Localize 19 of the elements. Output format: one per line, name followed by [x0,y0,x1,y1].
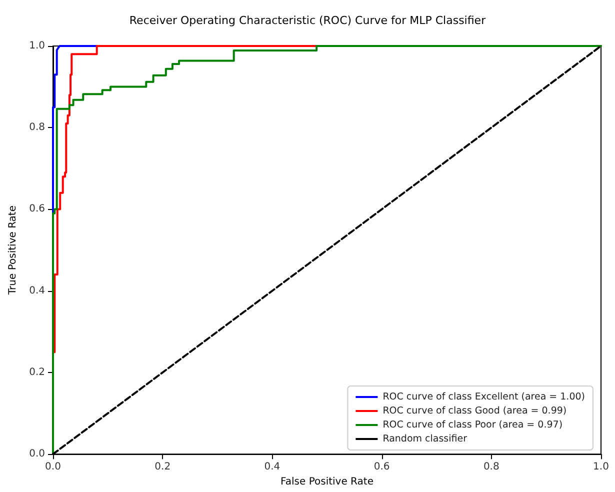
y-axis-title: True Positive Rate [8,206,19,296]
legend-label: Random classifier [382,434,468,444]
y-tick-label: 0.0 [29,448,45,460]
x-tick-label: 0.8 [483,462,500,473]
x-tick-label: 0.6 [374,462,390,473]
y-tick-label: 0.2 [29,366,45,378]
chart-title: Receiver Operating Characteristic (ROC) Curve for MLP Classifier [129,14,486,27]
x-axis-title: False Positive Rate [280,476,374,488]
x-tick-label: 1.0 [593,462,609,473]
y-tick-label: 0.4 [29,285,45,296]
legend-label: ROC curve of class Excellent (area = 1.00) [382,392,585,402]
x-tick-label: 0.4 [264,462,280,473]
x-tick-label: 0.2 [154,462,171,473]
y-tick-label: 1.0 [29,40,45,52]
y-tick-label: 0.8 [29,122,45,134]
x-tick-label: 0.0 [45,462,61,473]
legend-label: ROC curve of class Good (area = 0.99) [382,406,567,416]
y-tick-label: 0.6 [29,204,45,215]
legend-label: ROC curve of class Poor (area = 0.97) [382,420,563,430]
